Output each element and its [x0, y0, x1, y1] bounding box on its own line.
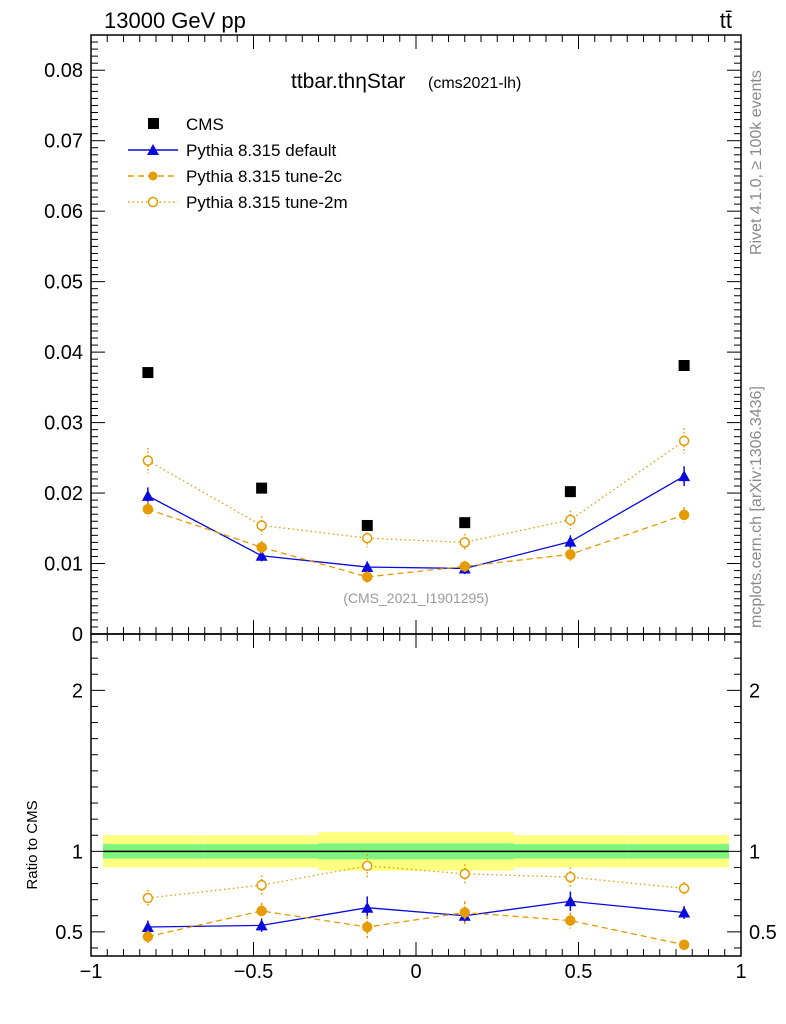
main-data-point — [256, 542, 267, 553]
ratio-ylabel: Ratio to CMS — [24, 800, 41, 889]
energy-label: 13000 GeV pp — [104, 8, 246, 33]
mcplots-source-label: mcplots.cern.ch [arXiv:1306.3436] — [748, 386, 765, 628]
ratio-y-tick-label-right: 1 — [749, 841, 760, 863]
main-data-point — [678, 509, 690, 521]
legend-marker-tune2m — [147, 196, 159, 208]
legend-marker-cms — [148, 118, 159, 129]
y-tick-label: 0.05 — [44, 272, 83, 294]
cms-data-point — [459, 517, 471, 529]
chart-subtitle: (cms2021-lh) — [428, 75, 521, 92]
legend-label-cms: CMS — [186, 115, 224, 134]
x-tick-label: −0.5 — [234, 961, 273, 983]
main-data-point — [678, 435, 690, 447]
legend-marker-default — [147, 144, 159, 155]
main-data-point — [459, 561, 470, 572]
cms-data-point — [678, 360, 690, 372]
analysis-label: (CMS_2021_I1901295) — [343, 590, 489, 606]
ratio-y-tick-label-right: 2 — [749, 680, 760, 702]
ratio-data-point — [564, 895, 577, 907]
y-tick-label: 0 — [72, 624, 83, 646]
x-tick-label: 0 — [410, 961, 421, 983]
ratio-y-tick-label-left: 1 — [72, 841, 83, 863]
ratio-data-point — [459, 868, 470, 880]
ratio-data-point — [141, 921, 154, 933]
ratio-data-point — [362, 860, 373, 872]
main-data-point — [255, 549, 268, 561]
main-data-point — [362, 532, 373, 544]
ratio-data-point — [255, 919, 268, 931]
chart-title: ttbar.thηStar — [291, 70, 405, 93]
y-tick-label: 0.03 — [44, 413, 83, 435]
x-tick-label: 0.5 — [565, 961, 593, 983]
ratio-data-point — [256, 879, 267, 891]
main-data-point — [142, 455, 154, 466]
ratio-data-point — [565, 871, 576, 883]
ratio-data-point — [142, 931, 154, 942]
y-tick-label: 0.04 — [44, 342, 83, 364]
main-data-point — [256, 520, 267, 531]
cms-data-point — [142, 367, 154, 379]
main-data-point — [362, 571, 373, 583]
main-data-point — [565, 514, 576, 526]
rivet-version-label: Rivet 4.1.0, ≥ 100k events — [748, 70, 765, 255]
ratio-series-line — [147, 910, 685, 946]
legend: CMS Pythia 8.315 default Pythia 8.315 tu… — [128, 115, 348, 212]
legend-label-tune2m: Pythia 8.315 tune-2m — [186, 193, 348, 212]
ratio-data-point — [565, 915, 576, 926]
main-data-point — [564, 535, 577, 547]
ratio-data-point — [678, 939, 690, 950]
main-data-point — [141, 489, 154, 501]
ratio-series-line — [147, 900, 685, 928]
cms-data-point — [564, 486, 576, 498]
y-tick-label: 0.01 — [44, 554, 83, 576]
x-tick-label: −1 — [80, 961, 103, 983]
ratio-data-point — [678, 906, 691, 918]
ratio-data-point — [459, 907, 470, 918]
ratio-panel-frame — [90, 633, 742, 957]
main-data-point — [142, 504, 154, 515]
legend-label-default: Pythia 8.315 default — [186, 141, 337, 160]
main-data-point — [459, 537, 470, 548]
ratio-y-tick-label-left: 2 — [72, 680, 83, 702]
y-tick-label: 0.06 — [44, 201, 83, 223]
ratio-data-point — [678, 883, 690, 894]
ratio-data-point — [256, 905, 267, 917]
legend-marker-tune2c — [148, 171, 158, 181]
main-series-line — [147, 440, 685, 544]
main-series-line — [147, 475, 685, 570]
y-tick-label: 0.08 — [44, 60, 83, 82]
ratio-data-point — [142, 892, 154, 904]
process-label: tt̄ — [719, 8, 732, 33]
legend-label-tune2c: Pythia 8.315 tune-2c — [186, 167, 342, 186]
ratio-data-point — [362, 921, 373, 933]
cms-data-point — [256, 482, 268, 494]
main-series-line — [147, 508, 685, 578]
ratio-series-line — [147, 865, 685, 899]
main-data-point — [361, 561, 374, 573]
ratio-y-tick-label-left: 0.5 — [55, 922, 83, 944]
x-tick-label: 1 — [735, 961, 746, 983]
ratio-data-point — [361, 901, 374, 913]
ratio-y-tick-label-right: 0.5 — [749, 922, 777, 944]
main-data-point — [678, 470, 691, 482]
cms-data-point — [361, 519, 373, 531]
y-tick-label: 0.07 — [44, 131, 83, 153]
y-tick-label: 0.02 — [44, 483, 83, 505]
main-data-point — [565, 549, 576, 560]
